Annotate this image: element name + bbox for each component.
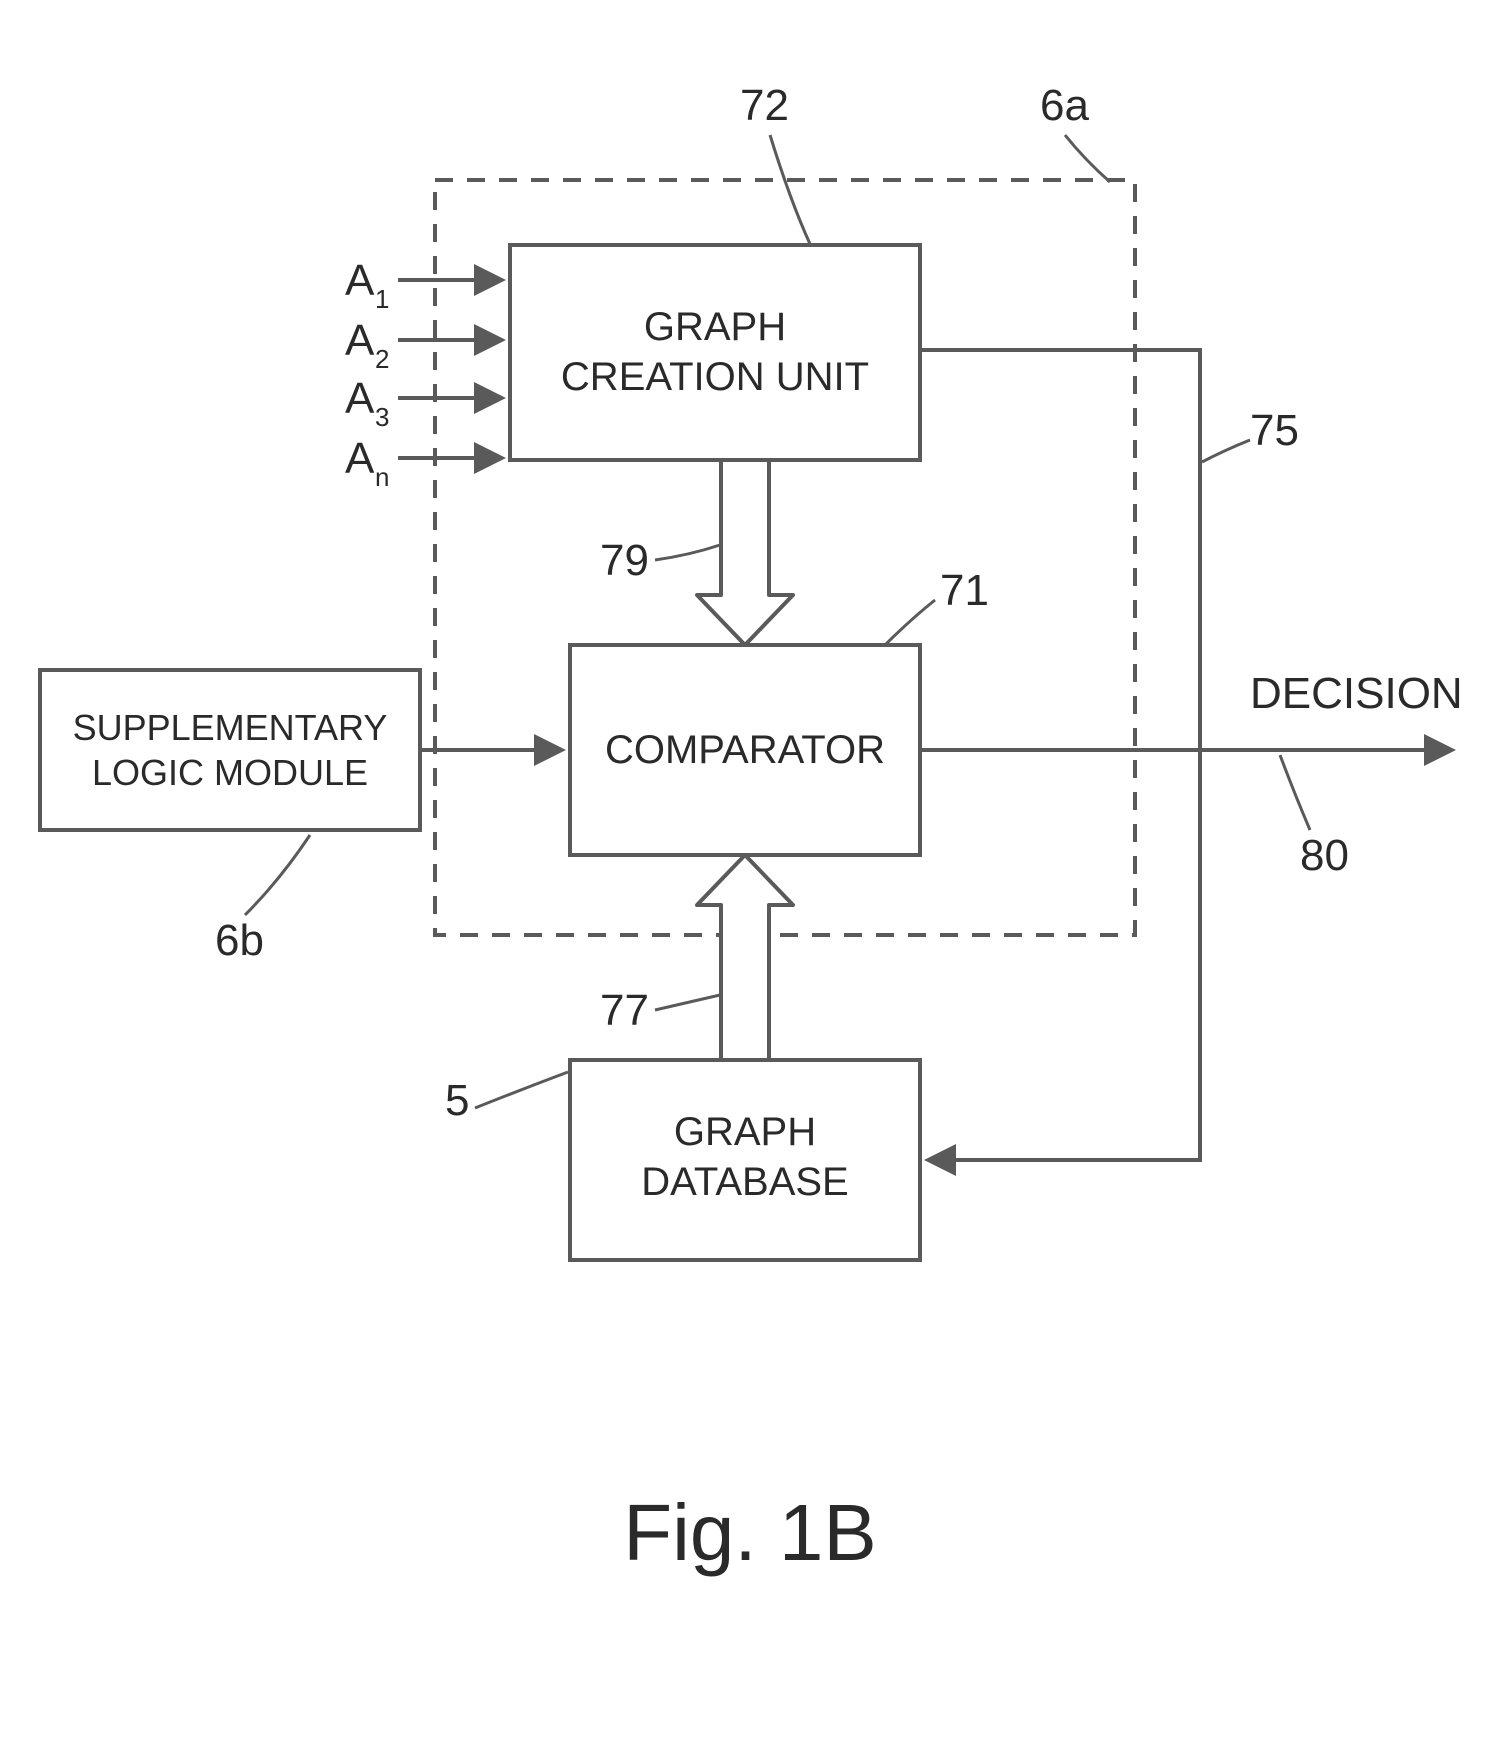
lead-71: [885, 600, 935, 645]
lead-75: [1202, 440, 1250, 462]
hollow-arrow-79: [697, 460, 793, 645]
input-a1-sub: 1: [375, 284, 389, 314]
input-an-base: A: [345, 434, 375, 483]
feedback-line-75: [920, 350, 1200, 1160]
inputs-group: A 1 A 2 A 3 A n: [345, 256, 502, 492]
input-a2-base: A: [345, 316, 375, 365]
input-a1-base: A: [345, 256, 375, 305]
lead-80: [1280, 755, 1310, 830]
ref-71: 71: [940, 566, 989, 615]
lead-79: [655, 545, 720, 560]
ref-6a: 6a: [1040, 81, 1089, 130]
hollow-arrow-77: [697, 855, 793, 1060]
ref-75: 75: [1250, 406, 1299, 455]
supp-logic-box: [40, 670, 420, 830]
input-an-sub: n: [375, 462, 389, 492]
graph-creation-unit-label1: GRAPH: [644, 305, 786, 349]
lead-77: [655, 995, 720, 1010]
supp-logic-label2: LOGIC MODULE: [92, 752, 368, 793]
ref-79: 79: [600, 536, 649, 585]
lead-72: [770, 135, 810, 244]
diagram-canvas: GRAPH CREATION UNIT COMPARATOR SUPPLEMEN…: [0, 0, 1493, 1760]
ref-72: 72: [740, 81, 789, 130]
input-a3-base: A: [345, 374, 375, 423]
decision-label: DECISION: [1250, 669, 1463, 718]
figure-caption: Fig. 1B: [623, 1488, 876, 1577]
lead-6b: [245, 835, 310, 915]
ref-77: 77: [600, 986, 649, 1035]
supp-logic-label1: SUPPLEMENTARY: [73, 707, 388, 748]
lead-5: [475, 1072, 568, 1108]
lead-6a: [1065, 135, 1110, 182]
input-a2-sub: 2: [375, 344, 389, 374]
graph-creation-unit-box: [510, 245, 920, 460]
comparator-label: COMPARATOR: [605, 728, 885, 772]
ref-80: 80: [1300, 831, 1349, 880]
graph-db-label2: DATABASE: [641, 1160, 848, 1204]
graph-db-label1: GRAPH: [674, 1110, 816, 1154]
graph-creation-unit-label2: CREATION UNIT: [561, 355, 869, 399]
ref-5: 5: [445, 1076, 469, 1125]
ref-6b: 6b: [215, 916, 264, 965]
input-a3-sub: 3: [375, 402, 389, 432]
